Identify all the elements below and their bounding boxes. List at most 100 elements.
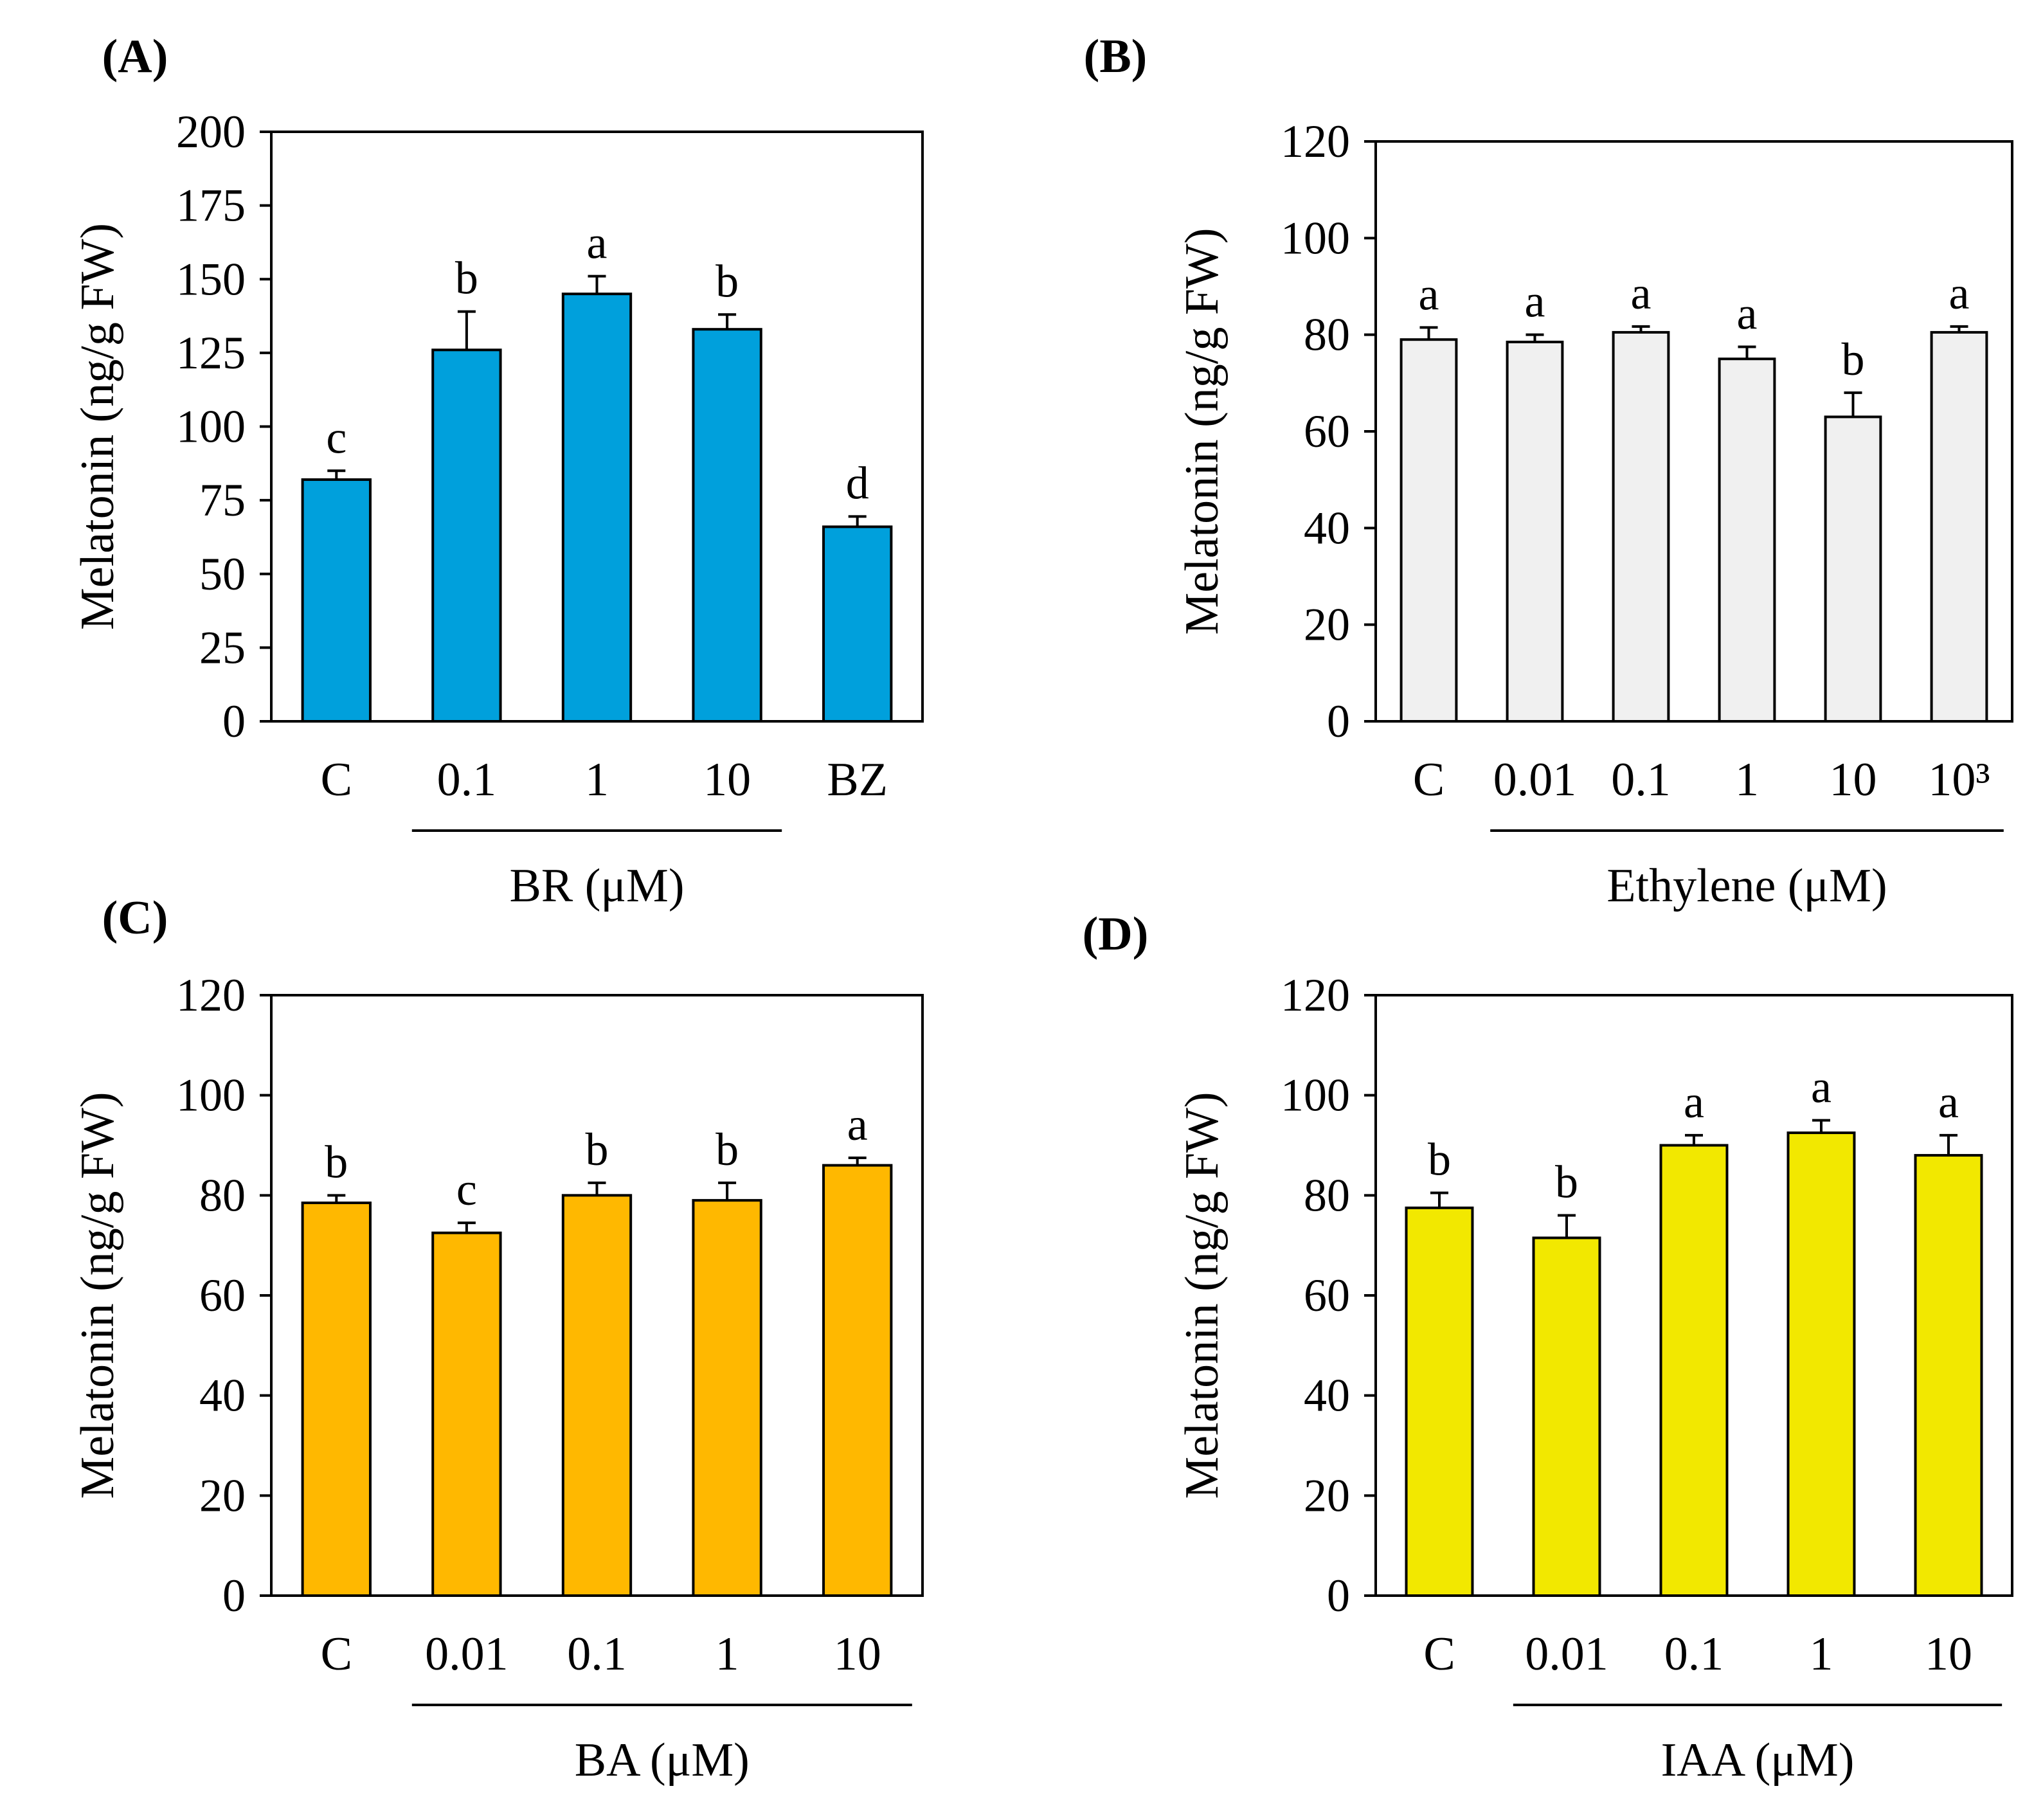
y-tick-label: 0 <box>222 1570 246 1621</box>
category-label: 10 <box>1830 753 1877 806</box>
y-axis-label: Melatonin (ng/g FW) <box>71 223 124 630</box>
y-tick-label: 0 <box>1327 1570 1350 1621</box>
category-label: 1 <box>1735 753 1759 806</box>
category-label: 0.1 <box>437 753 497 806</box>
plot-frame <box>1374 994 2013 1597</box>
y-tick-label: 20 <box>199 1470 246 1521</box>
y-tick-label: 120 <box>176 969 246 1021</box>
chart-panel-a: (A) 0 25 50 75 100 125 150 175 200 c Cb 0.1 a 1 b 10 d BZ B… <box>71 30 924 912</box>
panel-label: (C) <box>102 892 168 944</box>
bar <box>1914 1154 1983 1597</box>
y-tick-label: 60 <box>199 1270 246 1321</box>
y-tick-label: 175 <box>176 180 246 231</box>
y-tick-label: 50 <box>199 548 246 600</box>
category-label: 0.01 <box>1493 753 1577 806</box>
significance-letter: d <box>846 457 869 509</box>
panel-label: (A) <box>102 30 168 83</box>
significance-letter: b <box>455 253 478 304</box>
significance-letter: a <box>1684 1076 1704 1128</box>
category-label: 1 <box>585 753 609 806</box>
significance-letter: b <box>1428 1133 1451 1185</box>
y-tick-label: 60 <box>1304 1270 1350 1321</box>
y-tick-label: 120 <box>1281 116 1350 167</box>
significance-letter: a <box>1949 267 1970 319</box>
y-tick-label: 25 <box>199 622 246 673</box>
bar <box>1400 338 1458 723</box>
category-label: 10³ <box>1928 753 1990 806</box>
y-axis-label: Melatonin (ng/g FW) <box>1176 228 1228 635</box>
bar <box>1405 1206 1474 1597</box>
x-axis-label: Ethylene (μM) <box>1607 860 1887 912</box>
x-axis-label: BR (μM) <box>510 860 685 912</box>
chart-panel-d: (D) 0 20 40 60 80 100 120 b Cb 0.01 a 0.1 a 1 a 10 IAA (μ… <box>1083 908 2013 1787</box>
bar <box>431 1231 502 1598</box>
y-tick-label: 80 <box>1304 309 1350 361</box>
significance-letter: c <box>456 1164 477 1215</box>
chart-panel-b: (B) 0 20 40 60 80 100 120 a Ca 0.01 a 0.1 a 1 b 10 a 10³ Et… <box>1084 30 2013 912</box>
category-label: 0.01 <box>1525 1628 1608 1680</box>
category-label: 0.1 <box>1611 753 1671 806</box>
bar <box>1930 330 1988 723</box>
y-tick-label: 40 <box>1304 502 1350 554</box>
significance-letter: a <box>1419 268 1439 320</box>
y-tick-label: 80 <box>1304 1169 1350 1221</box>
category-label: 0.1 <box>1664 1628 1724 1680</box>
significance-letter: a <box>1525 276 1545 327</box>
category-label: BZ <box>827 753 888 806</box>
category-label: C <box>1423 1628 1455 1680</box>
significance-letter: c <box>326 411 346 463</box>
y-tick-label: 75 <box>199 474 246 526</box>
bar <box>1612 330 1670 723</box>
category-label: C <box>1413 753 1444 806</box>
category-label: C <box>321 1628 352 1680</box>
y-tick-label: 150 <box>176 253 246 305</box>
x-axis-label: IAA (μM) <box>1661 1734 1855 1787</box>
bar <box>1659 1144 1729 1597</box>
y-tick-label: 20 <box>1304 599 1350 651</box>
panel-label: (D) <box>1083 908 1149 960</box>
plot-frame <box>270 994 924 1597</box>
category-label: 10 <box>834 1628 881 1680</box>
significance-letter: a <box>1737 287 1758 339</box>
significance-letter: a <box>587 217 608 269</box>
bar <box>431 348 502 723</box>
category-label: 10 <box>1925 1628 1972 1680</box>
significance-letter: a <box>1811 1061 1832 1113</box>
y-tick-label: 100 <box>176 401 246 453</box>
y-tick-label: 100 <box>1281 1070 1350 1121</box>
y-tick-label: 100 <box>176 1070 246 1121</box>
y-axis-label: Melatonin (ng/g FW) <box>1176 1092 1228 1499</box>
y-tick-label: 80 <box>199 1169 246 1221</box>
y-tick-label: 0 <box>222 696 246 747</box>
bar <box>1824 415 1882 723</box>
significance-letter: a <box>1631 267 1652 319</box>
bar <box>822 1164 893 1597</box>
significance-letter: a <box>1938 1076 1959 1128</box>
bar <box>822 525 893 723</box>
y-tick-label: 120 <box>1281 969 1350 1021</box>
category-label: 1 <box>716 1628 739 1680</box>
bar <box>692 1199 762 1598</box>
y-tick-label: 100 <box>1281 212 1350 264</box>
chart-panel-c: (C) 0 20 40 60 80 100 120 b Cc 0.01 b 0.1 b 1 a 10 BA (μM… <box>71 892 924 1787</box>
y-tick-label: 200 <box>176 106 246 158</box>
significance-letter: b <box>325 1136 348 1187</box>
x-axis-label: BA (μM) <box>575 1734 750 1787</box>
significance-letter: a <box>847 1099 868 1150</box>
significance-letter: b <box>716 255 739 307</box>
category-label: C <box>321 753 352 806</box>
bar <box>561 293 633 723</box>
plot-frame <box>270 131 924 723</box>
y-axis-label: Melatonin (ng/g FW) <box>71 1092 124 1499</box>
category-label: 1 <box>1810 1628 1833 1680</box>
y-tick-label: 20 <box>1304 1470 1350 1521</box>
significance-letter: b <box>1842 334 1865 385</box>
category-label: 0.01 <box>425 1628 509 1680</box>
bar <box>1532 1236 1601 1598</box>
bar <box>301 1202 372 1597</box>
y-tick-label: 125 <box>176 327 246 379</box>
y-tick-label: 40 <box>199 1370 246 1421</box>
y-tick-label: 0 <box>1327 696 1350 747</box>
significance-letter: b <box>586 1124 609 1175</box>
